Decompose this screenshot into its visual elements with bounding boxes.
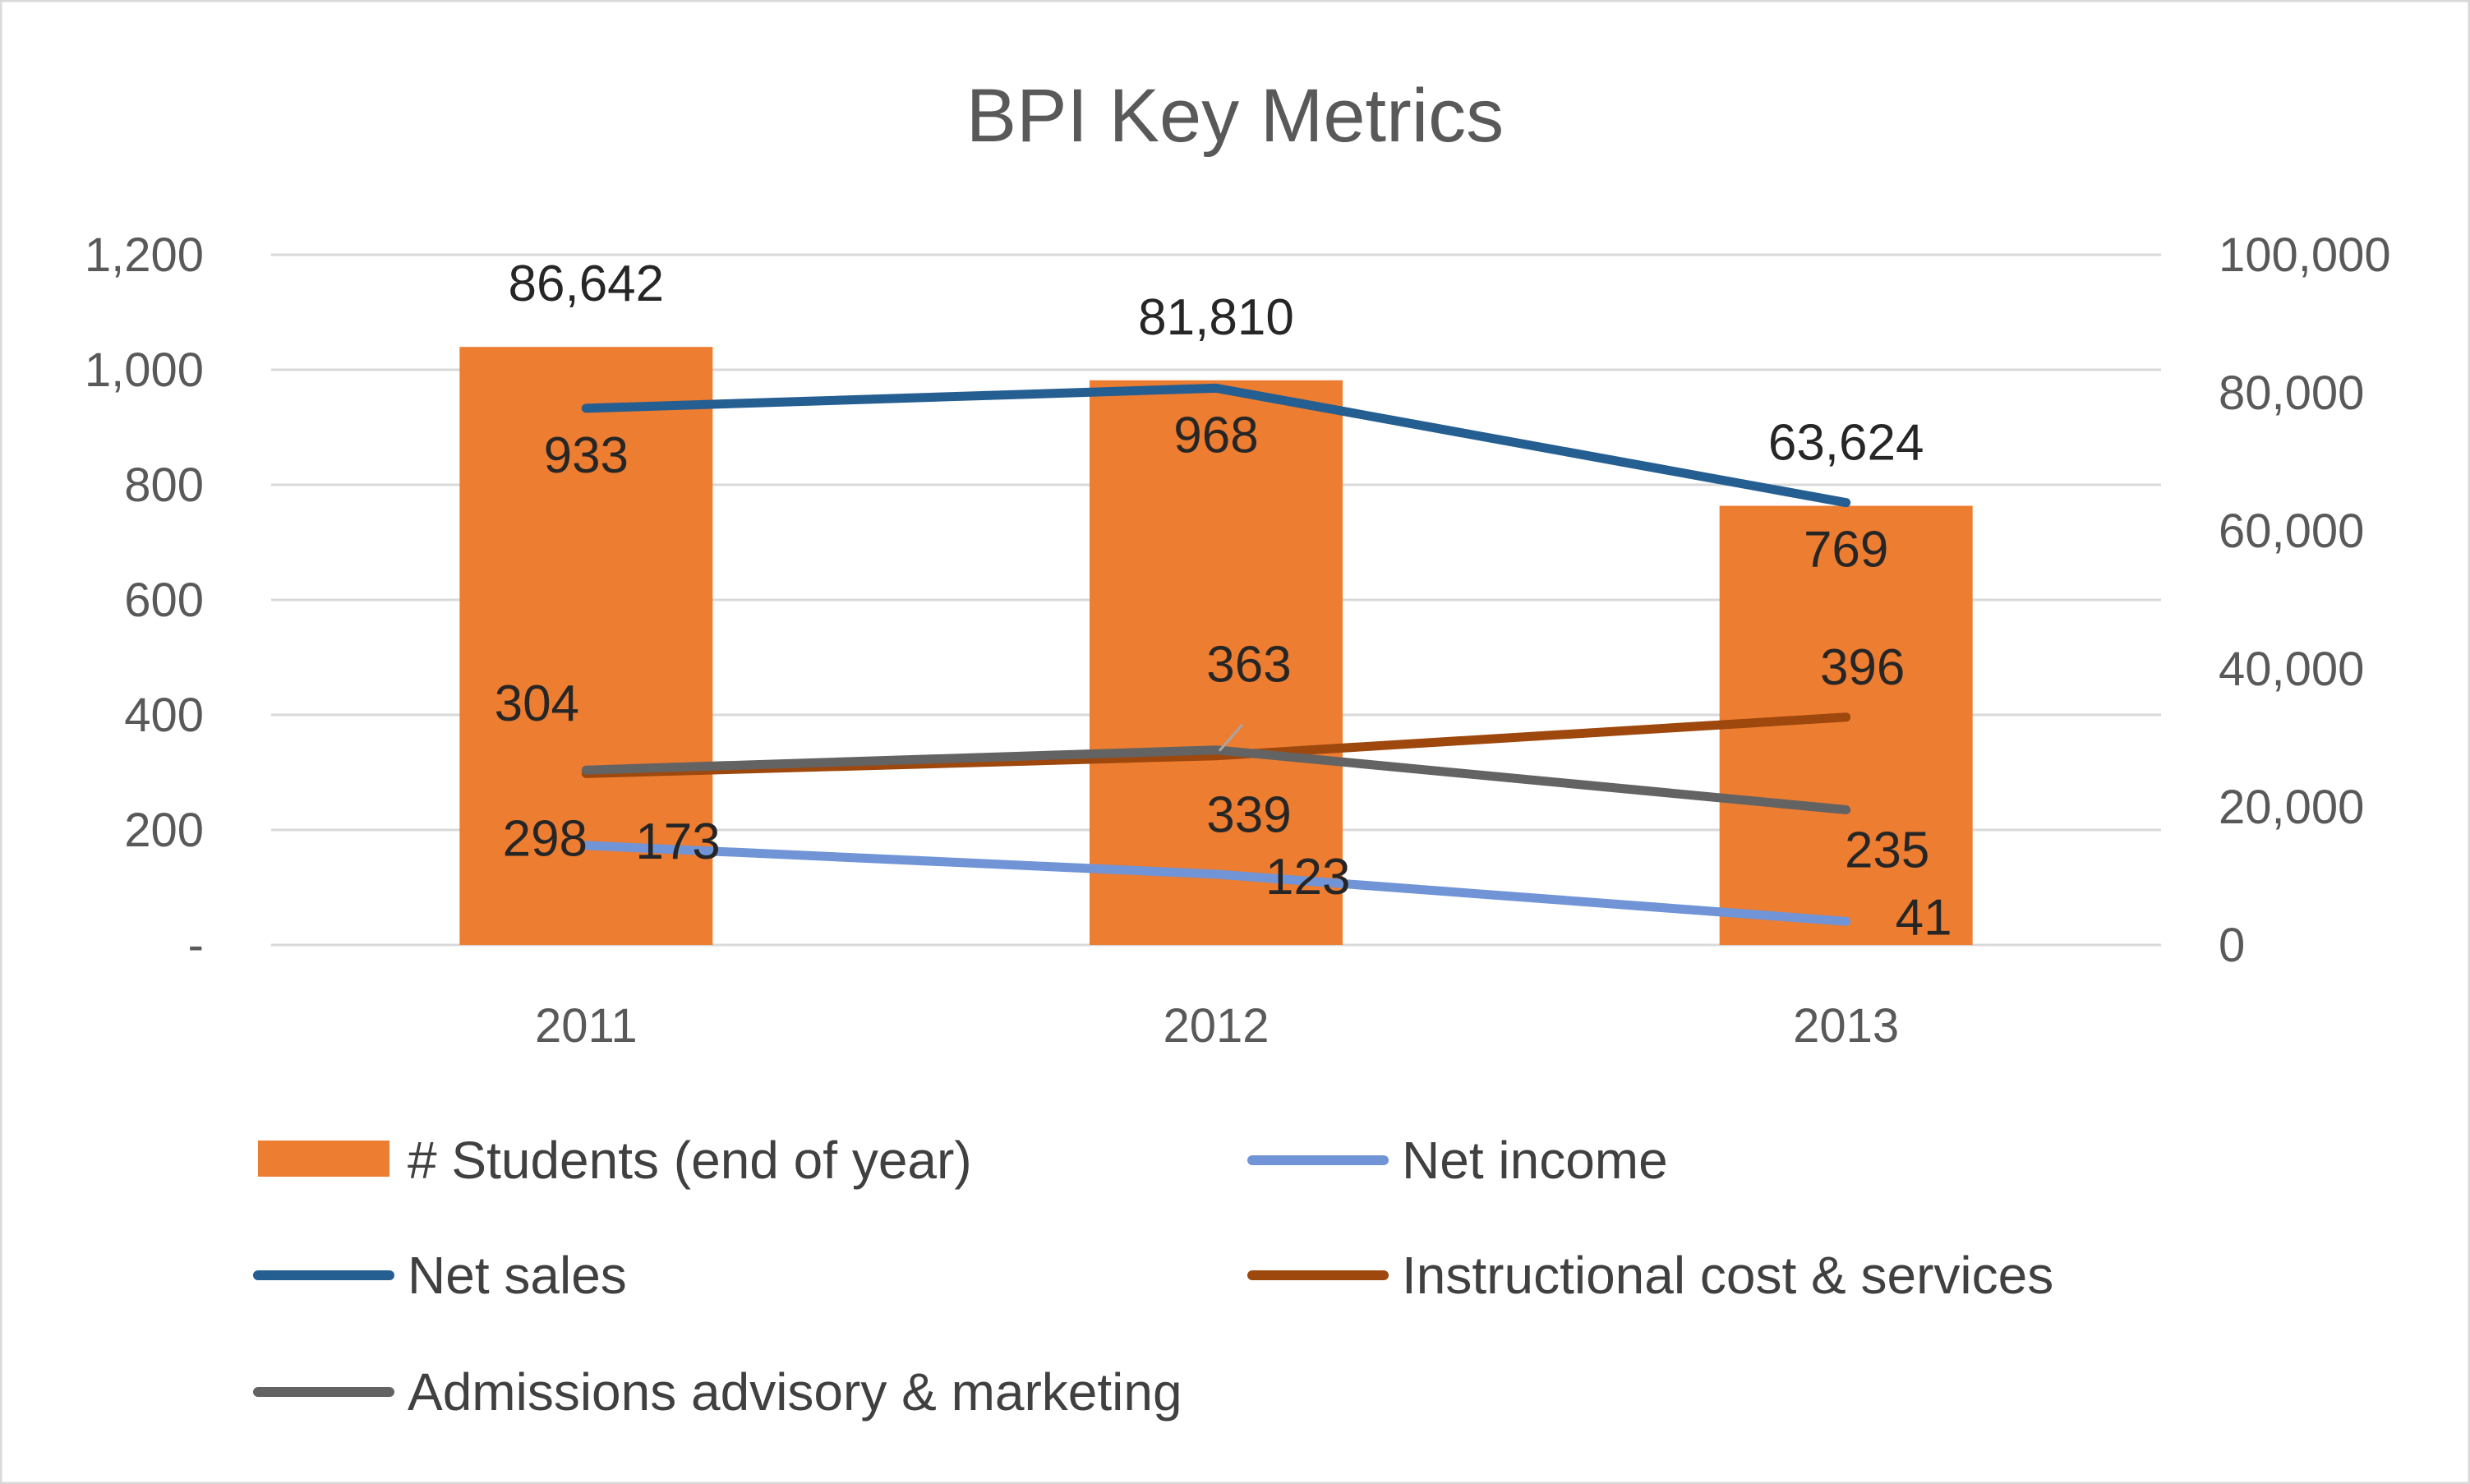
line-data-label: 968 bbox=[1173, 407, 1258, 463]
line-data-label: 298 bbox=[503, 810, 588, 867]
legend: # Students (end of year) Net income Net sa… bbox=[253, 1131, 2053, 1422]
x-axis-tick-label: 2012 bbox=[1163, 999, 1269, 1053]
left-axis-tick-label: 1,000 bbox=[85, 343, 204, 397]
bar-data-label: 81,810 bbox=[1138, 289, 1294, 346]
left-axis-tick-label: 1,200 bbox=[85, 228, 204, 282]
left-axis-tick-label: 400 bbox=[124, 689, 204, 742]
bar bbox=[1090, 380, 1343, 945]
legend-entry-label: # Students (end of year) bbox=[408, 1131, 972, 1190]
line-series-path bbox=[581, 383, 1851, 508]
legend-entry-label: Admissions advisory & marketing bbox=[408, 1362, 1182, 1422]
axes: - 200 400 600 800 1,000 1,200 0 20,000 40,000 60,0… bbox=[85, 228, 2391, 1053]
line-data-label: 41 bbox=[1896, 889, 1952, 946]
line-data-label: 123 bbox=[1265, 849, 1350, 906]
left-axis-tick-label: - bbox=[188, 919, 204, 972]
data-labels: 86,642 81,810 63,624 173 123 41 933 968 769 298 36… bbox=[495, 256, 1952, 946]
left-axis-tick-label: 800 bbox=[124, 459, 204, 512]
right-axis-tick-label: 100,000 bbox=[2219, 228, 2391, 282]
line-series-path bbox=[581, 841, 1851, 926]
line-data-label: 769 bbox=[1804, 522, 1888, 578]
line-series bbox=[581, 383, 1851, 926]
line-data-label: 173 bbox=[635, 813, 720, 870]
line-data-label: 235 bbox=[1845, 823, 1929, 879]
leader-line bbox=[1218, 723, 1244, 752]
legend-entry-label: Instructional cost & services bbox=[1402, 1246, 2053, 1305]
right-axis-tick-label: 40,000 bbox=[2219, 643, 2364, 696]
line-data-label: 304 bbox=[495, 675, 579, 732]
chart-title: BPI Key Metrics bbox=[966, 74, 1504, 158]
right-axis-tick-label: 20,000 bbox=[2219, 781, 2364, 834]
x-axis-tick-label: 2011 bbox=[535, 999, 638, 1053]
bar-data-label: 63,624 bbox=[1768, 415, 1924, 472]
line-series-path bbox=[581, 745, 1851, 814]
left-axis-tick-label: 200 bbox=[124, 804, 204, 857]
legend-swatch-bar bbox=[258, 1141, 389, 1177]
legend-entry-label: Net income bbox=[1402, 1131, 1668, 1190]
line-data-label: 396 bbox=[1820, 639, 1905, 696]
line-data-label: 339 bbox=[1206, 787, 1291, 844]
legend-entry-label: Net sales bbox=[408, 1246, 627, 1305]
line-data-label: 933 bbox=[544, 427, 629, 484]
right-axis-tick-label: 0 bbox=[2219, 919, 2245, 972]
bar-data-label: 86,642 bbox=[509, 256, 665, 312]
x-axis-tick-label: 2013 bbox=[1793, 999, 1899, 1053]
right-axis-tick-label: 80,000 bbox=[2219, 366, 2364, 420]
right-axis-tick-label: 60,000 bbox=[2219, 505, 2364, 558]
left-axis-tick-label: 600 bbox=[124, 574, 204, 627]
line-data-label: 363 bbox=[1206, 637, 1291, 694]
